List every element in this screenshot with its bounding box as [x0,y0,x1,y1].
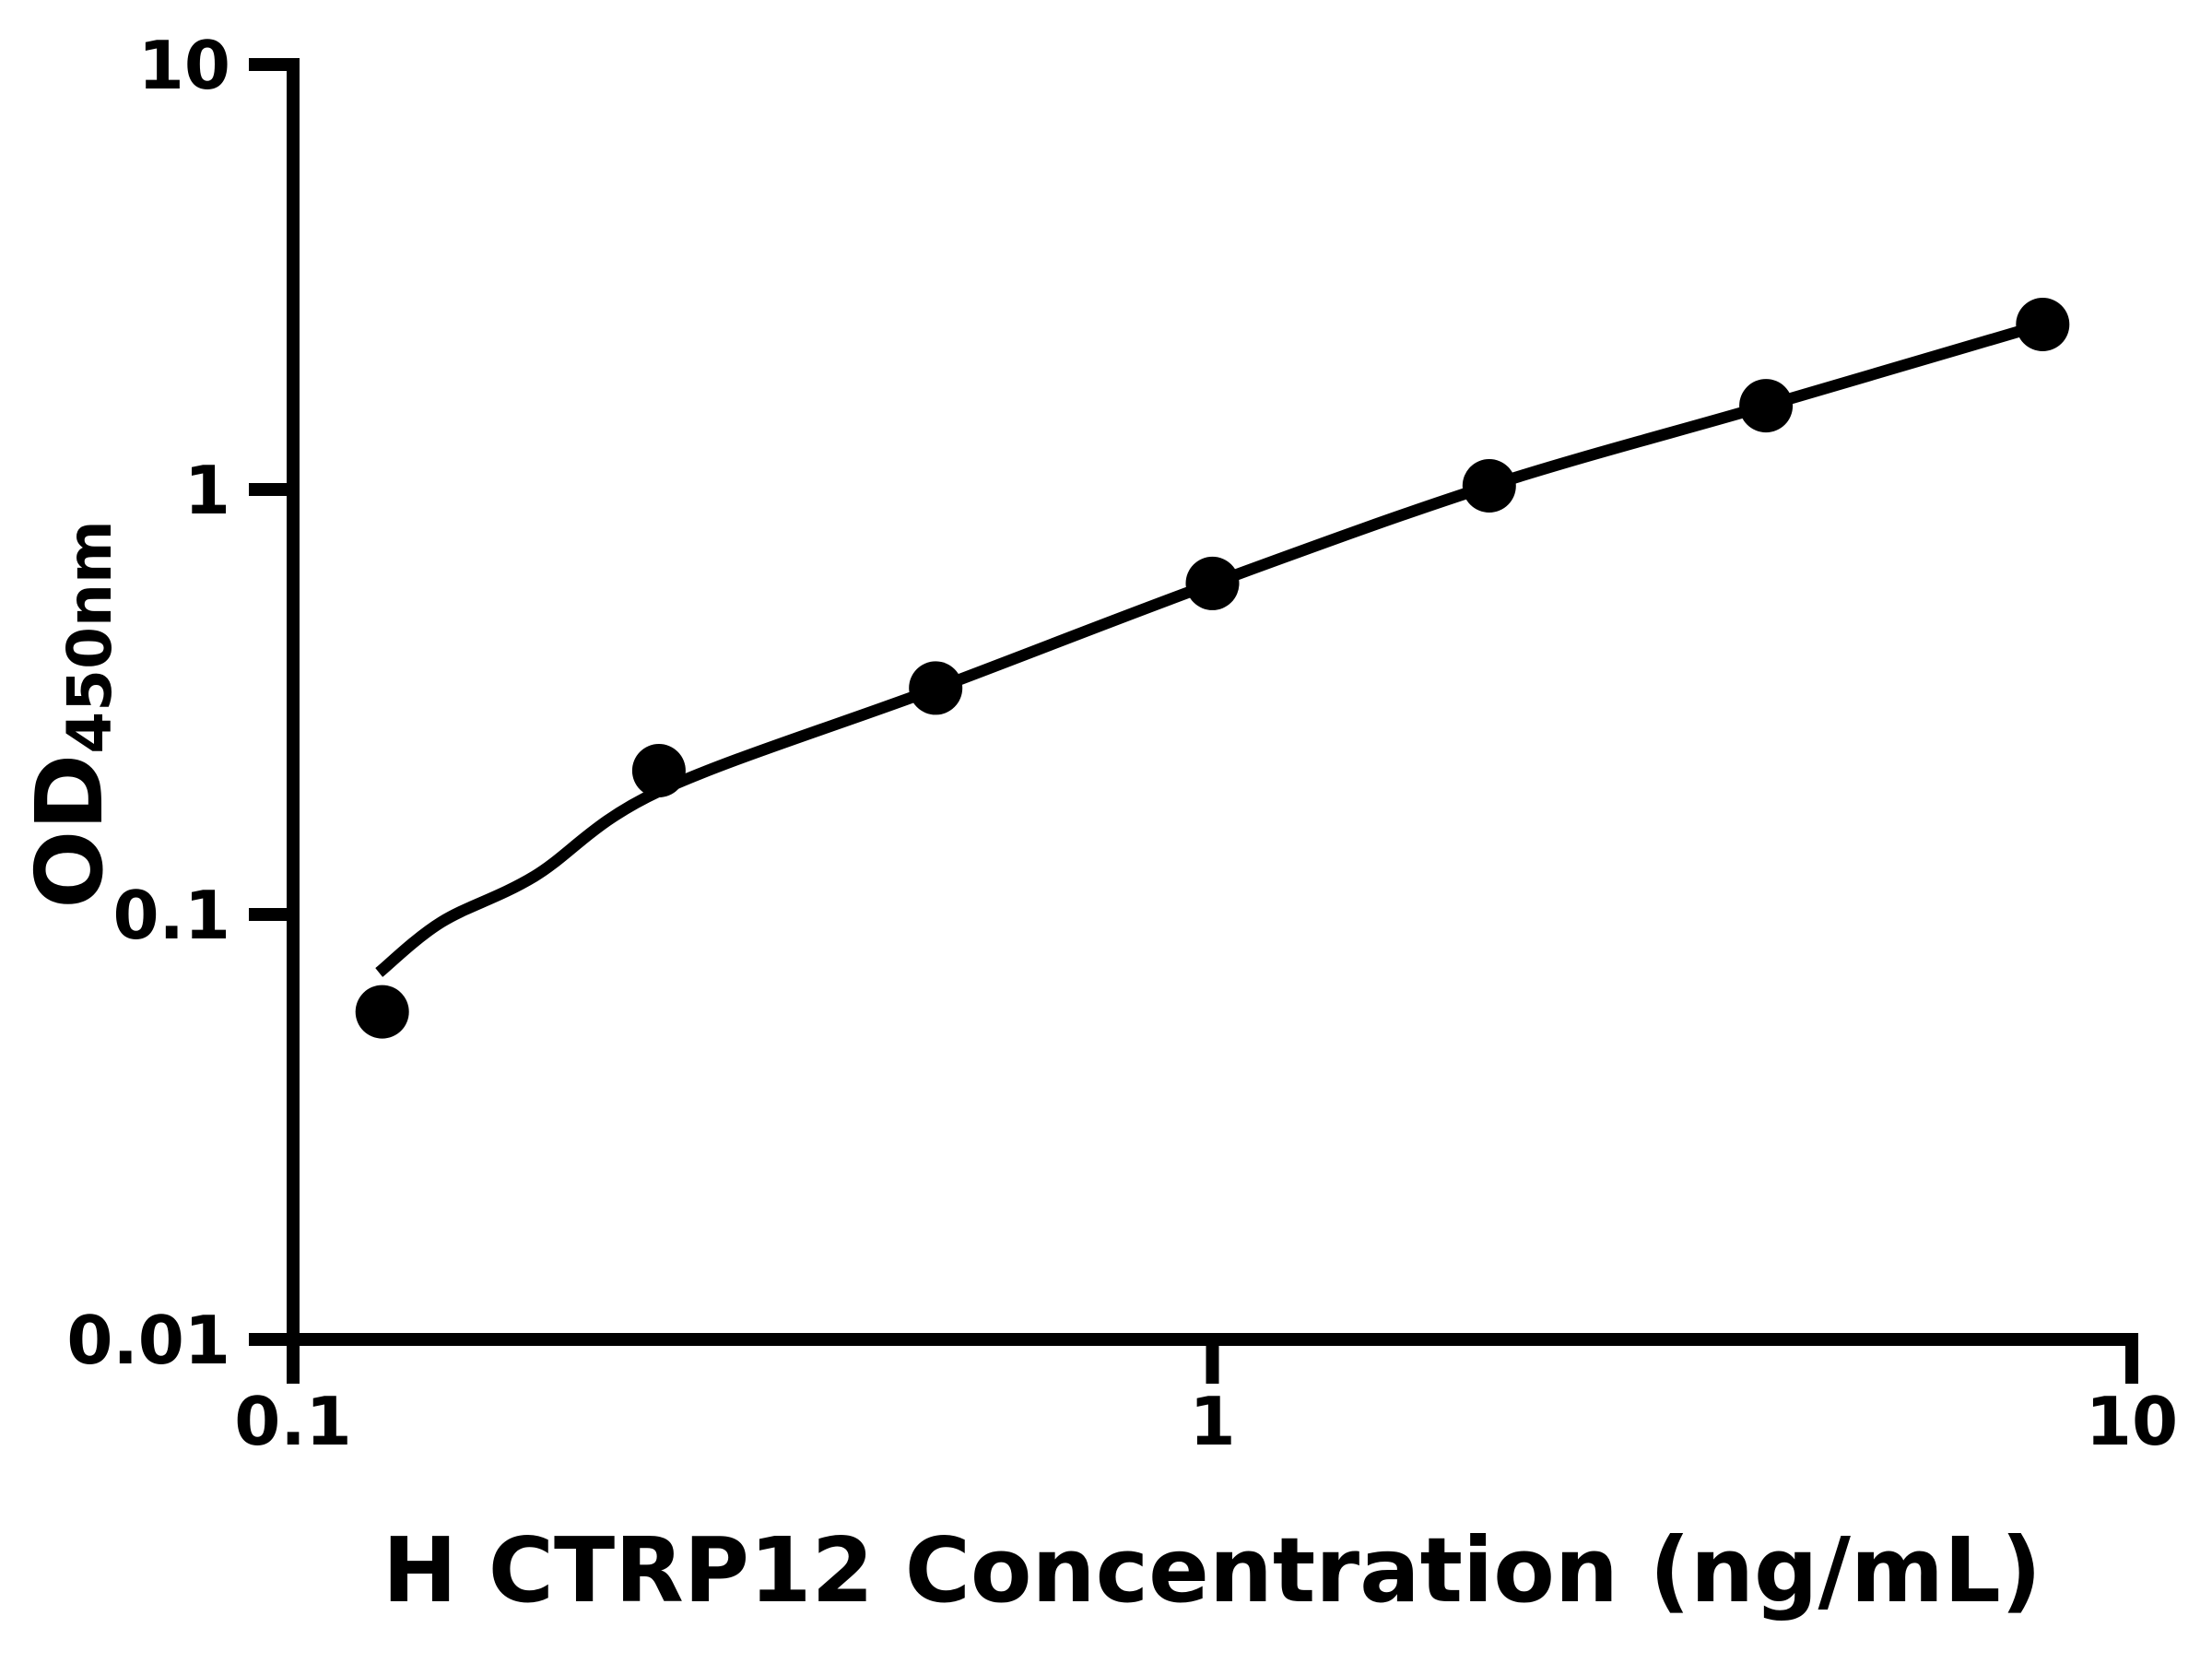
data-point [1462,459,1516,513]
y-tick-label: 1 [184,452,230,529]
data-point [355,985,409,1039]
plot-area [355,298,2070,1039]
x-axis-title: H CTRP12 Concentration (ng/mL) [382,1518,2041,1622]
fit-curve [375,319,2045,977]
axis-ticks [249,58,2138,1384]
data-point [2016,298,2070,351]
y-tick-label: 0.01 [66,1302,230,1379]
x-tick-label: 10 [2086,1383,2178,1460]
data-point [1739,379,1794,433]
x-tick-label: 1 [1189,1383,1235,1460]
y-axis-title: OD450nm [16,520,125,909]
data-point [631,744,686,797]
data-point [909,661,963,715]
axes [287,58,2138,1346]
y-tick-label: 0.1 [112,877,230,954]
y-axis-title-subscript: 450nm [54,520,125,754]
x-tick-label: 0.1 [234,1383,352,1460]
y-axis-title-main: OD [16,754,124,909]
data-point [1185,556,1240,610]
y-tick-label: 10 [138,27,230,104]
